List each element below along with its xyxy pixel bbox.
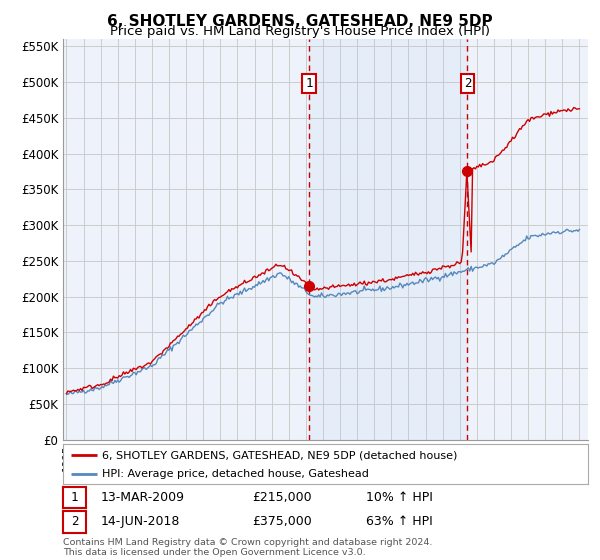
Text: 63% ↑ HPI: 63% ↑ HPI [366, 515, 433, 529]
Text: £375,000: £375,000 [252, 515, 312, 529]
Text: Price paid vs. HM Land Registry's House Price Index (HPI): Price paid vs. HM Land Registry's House … [110, 25, 490, 38]
Text: £215,000: £215,000 [252, 491, 311, 505]
Text: 2: 2 [71, 515, 78, 529]
Text: 1: 1 [71, 491, 78, 505]
Text: 6, SHOTLEY GARDENS, GATESHEAD, NE9 5DP (detached house): 6, SHOTLEY GARDENS, GATESHEAD, NE9 5DP (… [103, 450, 458, 460]
Text: 10% ↑ HPI: 10% ↑ HPI [366, 491, 433, 505]
Text: 2: 2 [464, 77, 471, 90]
Text: 14-JUN-2018: 14-JUN-2018 [101, 515, 180, 529]
Text: Contains HM Land Registry data © Crown copyright and database right 2024.
This d: Contains HM Land Registry data © Crown c… [63, 538, 433, 557]
Bar [309, 39, 467, 440]
Text: 1: 1 [305, 77, 313, 90]
Text: 6, SHOTLEY GARDENS, GATESHEAD, NE9 5DP: 6, SHOTLEY GARDENS, GATESHEAD, NE9 5DP [107, 14, 493, 29]
Text: 13-MAR-2009: 13-MAR-2009 [101, 491, 185, 505]
Text: HPI: Average price, detached house, Gateshead: HPI: Average price, detached house, Gate… [103, 469, 369, 479]
